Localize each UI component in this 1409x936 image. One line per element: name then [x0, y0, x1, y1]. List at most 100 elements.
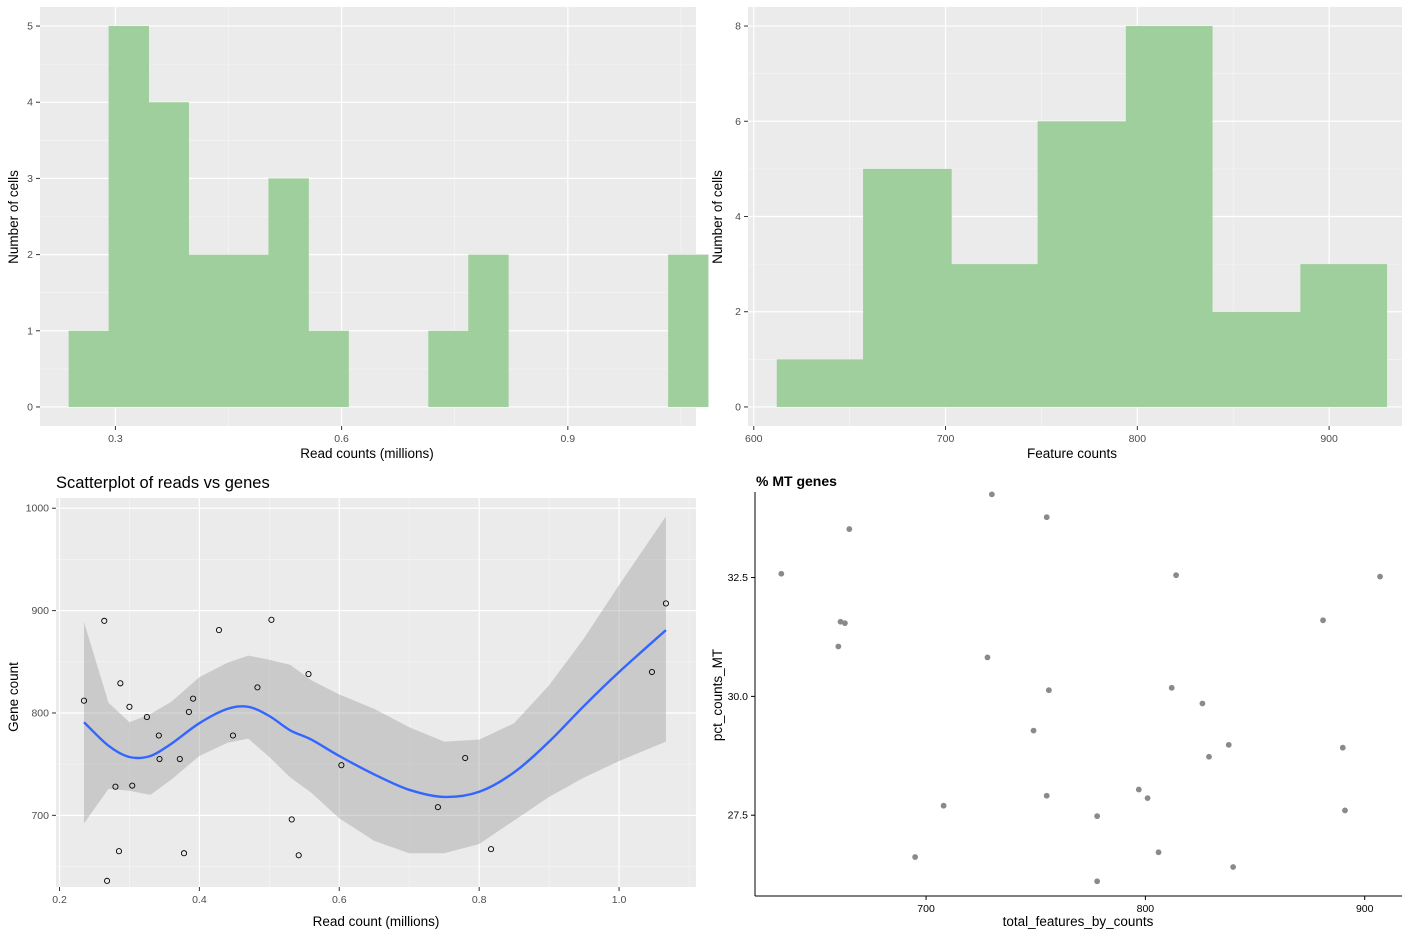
data-point [1094, 878, 1101, 885]
data-point [1225, 741, 1232, 748]
histogram-bar [268, 178, 309, 407]
data-point [984, 654, 991, 661]
data-point [835, 643, 842, 650]
y-tick-label: 27.5 [728, 810, 749, 822]
data-point [1342, 807, 1348, 814]
data-point [176, 755, 183, 763]
y-tick-label: 900 [31, 605, 49, 617]
data-point [940, 802, 947, 809]
data-point [1168, 684, 1175, 691]
y-axis-label: Gene count [6, 662, 21, 732]
y-axis-label: pct_counts_MT [710, 649, 725, 741]
data-point [778, 570, 785, 577]
x-tick-label: 600 [745, 433, 763, 445]
y-tick-label: 8 [735, 21, 741, 33]
data-point [143, 714, 150, 721]
y-tick-label: 32.5 [728, 572, 749, 584]
data-point [155, 732, 162, 739]
histogram-bar [68, 330, 110, 407]
gridlines [56, 498, 696, 887]
histogram-bar [1212, 311, 1301, 407]
data-point [115, 848, 123, 855]
x-tick-label: 900 [1356, 903, 1374, 915]
data-point [117, 680, 124, 687]
histogram-bar [776, 359, 864, 407]
panel-4: 700 800 900 27.5 30.0 32.5 total_features_by_c… [710, 473, 1402, 929]
data-point [1230, 864, 1237, 870]
histogram-bar [148, 102, 189, 407]
data-point [1155, 849, 1162, 856]
histogram-bar [468, 254, 509, 407]
smooth-line [83, 629, 667, 799]
histogram-bar [1037, 121, 1127, 407]
data-point [837, 618, 844, 625]
y-tick-label: 700 [31, 810, 49, 822]
histogram-bar [188, 254, 229, 407]
x-axis-label: Read count (millions) [313, 914, 440, 929]
data-point [338, 762, 345, 769]
data-point [462, 754, 469, 762]
x-tick-label: 0.9 [561, 433, 576, 445]
y-tick-label: 4 [735, 211, 741, 223]
x-axis-label: Read counts (millions) [300, 446, 434, 461]
histogram-bar [863, 168, 952, 407]
data-point [1173, 572, 1179, 579]
y-tick-label: 6 [735, 116, 741, 128]
data-point [80, 697, 88, 704]
data-point [104, 877, 111, 884]
data-point [288, 816, 295, 823]
chart-title: % MT genes [756, 473, 837, 489]
data-point [842, 620, 848, 627]
histogram-bar [951, 264, 1039, 407]
y-tick-label: 1000 [26, 503, 50, 515]
x-tick-label: 900 [1320, 433, 1338, 445]
y-tick-label: 2 [735, 306, 741, 318]
data-point [215, 627, 223, 634]
data-point [305, 671, 312, 678]
data-point [229, 732, 237, 739]
histogram-bar [228, 254, 269, 407]
data-point [1094, 813, 1101, 820]
points [80, 600, 669, 884]
y-tick-label: 0 [735, 401, 741, 413]
y-tick-label: 800 [31, 707, 49, 719]
data-point [1320, 617, 1326, 624]
data-point [268, 616, 275, 623]
data-point [295, 852, 302, 859]
y-tick-label: 30.0 [728, 691, 749, 703]
x-tick-label: 0.4 [192, 894, 207, 906]
data-point [662, 600, 669, 607]
chart-title: Scatterplot of reads vs genes [56, 474, 270, 492]
data-point [190, 695, 197, 702]
data-point [1045, 687, 1052, 694]
panel-3: 0.2 0.4 0.6 0.8 1.0 700 800 900 1000 Read count (… [6, 474, 696, 929]
data-point [1339, 744, 1346, 751]
y-axis-label: Number of cells [710, 170, 725, 264]
panel-1: 0.3 0.6 0.9 0 1 2 3 4 5 Read counts (millions) Num… [6, 7, 709, 461]
histogram-bar [308, 330, 349, 407]
x-tick-label: 0.6 [332, 894, 347, 906]
data-point [1043, 792, 1050, 799]
y-tick-label: 3 [27, 173, 33, 185]
data-point [1135, 786, 1142, 793]
data-point [988, 491, 995, 498]
data-point [126, 703, 133, 710]
panel-2: 600 700 800 900 0 2 4 6 8 Feature counts Number of… [710, 7, 1402, 461]
histogram-bar [108, 26, 149, 407]
x-axis-label: total_features_by_counts [1003, 914, 1154, 929]
histogram-bar [428, 330, 469, 407]
data-point [1030, 727, 1037, 734]
y-tick-label: 0 [27, 401, 33, 413]
y-axis-label: Number of cells [6, 170, 21, 264]
bars [68, 26, 709, 407]
x-tick-label: 0.6 [334, 433, 349, 445]
data-point [1144, 795, 1151, 801]
data-point [185, 708, 192, 716]
x-tick-label: 0.8 [472, 894, 487, 906]
y-tick-label: 2 [27, 249, 33, 261]
data-point [1043, 514, 1050, 521]
data-point [112, 783, 119, 790]
y-tick-label: 5 [27, 21, 33, 33]
histogram-bar [1125, 26, 1213, 407]
